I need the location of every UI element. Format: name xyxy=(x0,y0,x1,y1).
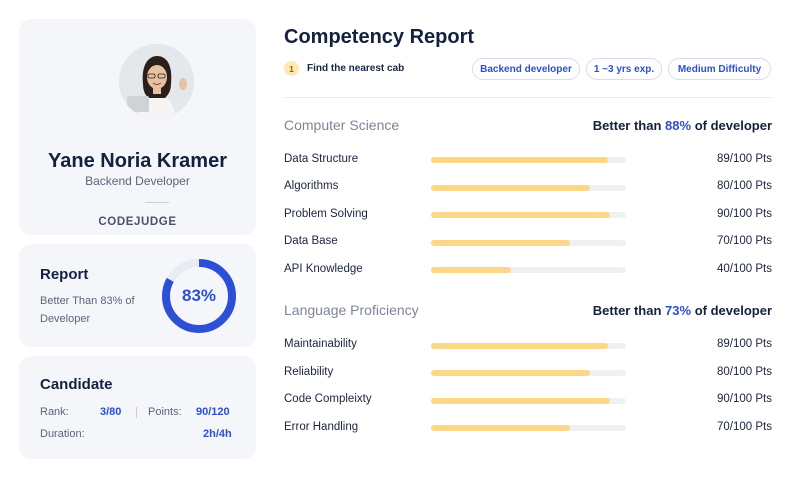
skill-label: Error Handling xyxy=(284,421,359,433)
summary-prefix: Better than xyxy=(592,118,662,133)
skill-label: Data Structure xyxy=(284,153,359,165)
skill-score: 80/100 Pts xyxy=(717,180,772,192)
skill-bar xyxy=(431,157,626,163)
skill-bar-fill xyxy=(431,185,591,191)
page-title: Competency Report xyxy=(284,26,475,48)
header-divider xyxy=(284,97,772,98)
separator xyxy=(136,407,137,418)
summary-suffix: of developer xyxy=(694,118,772,133)
section-title-language-proficiency: Language Proficiency xyxy=(284,302,419,318)
profile-card: Yane Noria Kramer Backend Developer CODE… xyxy=(19,19,256,235)
skill-score: 70/100 Pts xyxy=(717,421,772,433)
tag-experience[interactable]: 1 ~3 yrs exp. xyxy=(586,58,662,80)
skill-label: Data Base xyxy=(284,235,338,247)
skill-label: Code Compleixty xyxy=(284,393,372,405)
skill-score: 40/100 Pts xyxy=(717,263,772,275)
report-card: Report Better Than 83% of Developer 83% xyxy=(19,244,256,347)
summary-suffix: of developer xyxy=(694,303,772,318)
user-avatar-icon xyxy=(119,44,194,119)
duration-value: 2h/4h xyxy=(203,428,232,440)
skill-bar xyxy=(431,212,626,218)
skill-bar xyxy=(431,398,626,404)
duration-label: Duration: xyxy=(40,428,85,440)
candidate-name: Yane Noria Kramer xyxy=(48,150,227,172)
skill-bar xyxy=(431,267,626,273)
points-label: Points: xyxy=(148,406,182,418)
skill-bar xyxy=(431,240,626,246)
skill-score: 89/100 Pts xyxy=(717,153,772,165)
skill-bar-fill xyxy=(431,267,511,273)
points-value: 90/120 xyxy=(196,406,230,418)
skill-score: 90/100 Pts xyxy=(717,208,772,220)
task-number-badge: 1 xyxy=(284,61,299,76)
skill-score: 80/100 Pts xyxy=(717,366,772,378)
avatar xyxy=(119,44,194,119)
candidate-card: Candidate Rank: 3/80 Points: 90/120 Dura… xyxy=(19,356,256,459)
candidate-title: Candidate xyxy=(40,376,113,393)
report-summary: Better Than 83% of Developer xyxy=(40,295,135,325)
report-percent: 83% xyxy=(181,286,217,305)
rank-label: Rank: xyxy=(40,406,69,418)
skill-label: Problem Solving xyxy=(284,208,368,220)
skill-bar-fill xyxy=(431,212,611,218)
skill-score: 90/100 Pts xyxy=(717,393,772,405)
tag-difficulty[interactable]: Medium Difficulty xyxy=(668,58,771,80)
skill-bar-fill xyxy=(431,157,609,163)
skill-bar xyxy=(431,425,626,431)
skill-label: Algorithms xyxy=(284,180,339,192)
skill-bar-fill xyxy=(431,370,591,376)
brand-name: CODEJUDGE xyxy=(98,216,177,228)
summary-percent: 73% xyxy=(665,303,692,318)
skill-label: Maintainability xyxy=(284,338,357,350)
skill-score: 89/100 Pts xyxy=(717,338,772,350)
skill-score: 70/100 Pts xyxy=(717,235,772,247)
report-donut-chart xyxy=(162,259,236,333)
skill-bar xyxy=(431,343,626,349)
summary-percent: 88% xyxy=(665,118,692,133)
skill-bar-fill xyxy=(431,425,571,431)
section-summary-computer-science: Better than 88% of developer xyxy=(593,118,772,133)
section-summary-language-proficiency: Better than 73% of developer xyxy=(593,303,772,318)
report-title: Report xyxy=(40,266,89,283)
section-title-computer-science: Computer Science xyxy=(284,117,400,133)
candidate-role: Backend Developer xyxy=(85,174,190,188)
skill-label: Reliability xyxy=(284,366,334,378)
rank-value: 3/80 xyxy=(100,406,122,418)
task-name: Find the nearest cab xyxy=(307,63,405,74)
skill-bar xyxy=(431,185,626,191)
summary-prefix: Better than xyxy=(592,303,662,318)
divider xyxy=(145,202,169,203)
tag-role[interactable]: Backend developer xyxy=(472,58,580,80)
skill-bar-fill xyxy=(431,398,611,404)
donut-progress xyxy=(162,259,236,333)
skill-bar-fill xyxy=(431,343,609,349)
skill-bar-fill xyxy=(431,240,571,246)
skill-label: API Knowledge xyxy=(284,263,363,275)
skill-bar xyxy=(431,370,626,376)
